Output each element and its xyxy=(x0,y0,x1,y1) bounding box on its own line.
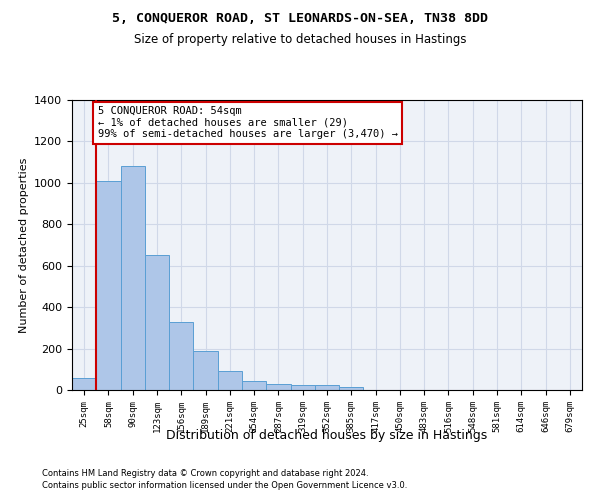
Text: 5 CONQUEROR ROAD: 54sqm
← 1% of detached houses are smaller (29)
99% of semi-det: 5 CONQUEROR ROAD: 54sqm ← 1% of detached… xyxy=(97,106,398,140)
Bar xyxy=(315,385,339,390)
Bar xyxy=(193,350,218,390)
Bar xyxy=(339,387,364,390)
Text: Contains public sector information licensed under the Open Government Licence v3: Contains public sector information licen… xyxy=(42,481,407,490)
Bar xyxy=(121,166,145,390)
Bar xyxy=(242,380,266,390)
Bar xyxy=(266,384,290,390)
Text: 5, CONQUEROR ROAD, ST LEONARDS-ON-SEA, TN38 8DD: 5, CONQUEROR ROAD, ST LEONARDS-ON-SEA, T… xyxy=(112,12,488,26)
Bar xyxy=(96,181,121,390)
Text: Distribution of detached houses by size in Hastings: Distribution of detached houses by size … xyxy=(166,428,488,442)
Bar xyxy=(218,372,242,390)
Text: Contains HM Land Registry data © Crown copyright and database right 2024.: Contains HM Land Registry data © Crown c… xyxy=(42,468,368,477)
Bar xyxy=(169,322,193,390)
Bar xyxy=(290,385,315,390)
Text: Size of property relative to detached houses in Hastings: Size of property relative to detached ho… xyxy=(134,32,466,46)
Y-axis label: Number of detached properties: Number of detached properties xyxy=(19,158,29,332)
Bar xyxy=(72,378,96,390)
Bar xyxy=(145,256,169,390)
